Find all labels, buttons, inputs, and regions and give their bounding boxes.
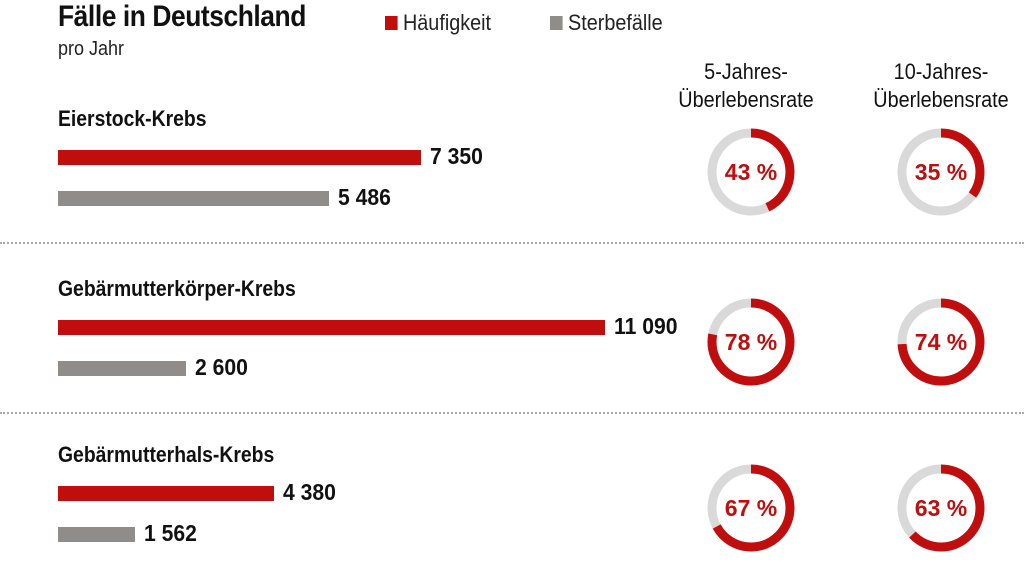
donut-value-label: 43 %	[724, 158, 778, 185]
donut-value-label: 63 %	[914, 494, 968, 521]
donut-arc	[897, 464, 985, 552]
category-label: Eierstock-Krebs	[58, 106, 207, 131]
bar-sterbefaelle	[58, 361, 187, 376]
column-header-10-year-line1: 10-Jahres-	[893, 59, 989, 84]
donut-svg	[897, 464, 985, 552]
bar-value-label: 5 486	[337, 184, 391, 210]
donut-five-year: 78 %	[703, 294, 799, 390]
column-header-10-year-line2: Überlebensrate	[873, 87, 1009, 112]
column-header-10-year: 10-Jahres- Überlebensrate	[865, 58, 1018, 114]
donut-ten-year: 74 %	[893, 294, 989, 390]
row-divider	[0, 412, 1024, 414]
bar-sterbefaelle	[58, 191, 329, 206]
donut-arc	[897, 298, 985, 386]
donut-arc	[707, 128, 795, 216]
category-label: Gebärmutterkörper-Krebs	[58, 276, 296, 301]
column-header-5-year-line1: 5-Jahres-	[704, 59, 788, 84]
column-header-5-year-line2: Überlebensrate	[678, 87, 814, 112]
bar-value-label: 7 350	[429, 143, 483, 169]
bar-value-label: 1 562	[144, 520, 197, 546]
donut-ten-year: 35 %	[893, 124, 989, 220]
bar-value-label: 11 090	[614, 313, 678, 339]
donut-value-label: 74 %	[914, 328, 968, 355]
donut-svg	[897, 128, 985, 216]
donut-value-label: 35 %	[914, 158, 968, 185]
donut-arc	[707, 464, 795, 552]
donut-value-label: 67 %	[724, 494, 778, 521]
donut-ten-year: 63 %	[893, 460, 989, 556]
bar-haeufigkeit	[58, 150, 421, 165]
legend-swatch-haeufigkeit	[385, 16, 398, 30]
legend-label-sterbefaelle: Sterbefälle	[568, 10, 663, 35]
legend-item-haeufigkeit: Häufigkeit	[385, 10, 491, 36]
donut-svg	[707, 298, 795, 386]
row-divider	[0, 242, 1024, 244]
legend-label-haeufigkeit: Häufigkeit	[403, 10, 492, 35]
donut-value-label: 78 %	[724, 328, 778, 355]
legend-item-sterbefaelle: Sterbefälle	[550, 10, 663, 36]
donut-five-year: 67 %	[703, 460, 799, 556]
chart-title: Fälle in Deutschland	[58, 0, 306, 33]
donut-svg	[707, 128, 795, 216]
bar-haeufigkeit	[58, 320, 605, 335]
bar-sterbefaelle	[58, 527, 136, 542]
donut-arc	[897, 128, 985, 216]
legend-swatch-sterbefaelle	[550, 16, 563, 30]
donut-svg	[897, 298, 985, 386]
donut-five-year: 43 %	[703, 124, 799, 220]
bar-value-label: 2 600	[195, 354, 249, 380]
donut-arc	[707, 298, 795, 386]
chart-subtitle: pro Jahr	[58, 38, 125, 60]
category-label: Gebärmutterhals-Krebs	[58, 442, 275, 467]
bar-value-label: 4 380	[283, 479, 336, 505]
column-header-5-year: 5-Jahres- Überlebensrate	[670, 58, 823, 114]
bar-haeufigkeit	[58, 486, 275, 501]
donut-svg	[707, 464, 795, 552]
